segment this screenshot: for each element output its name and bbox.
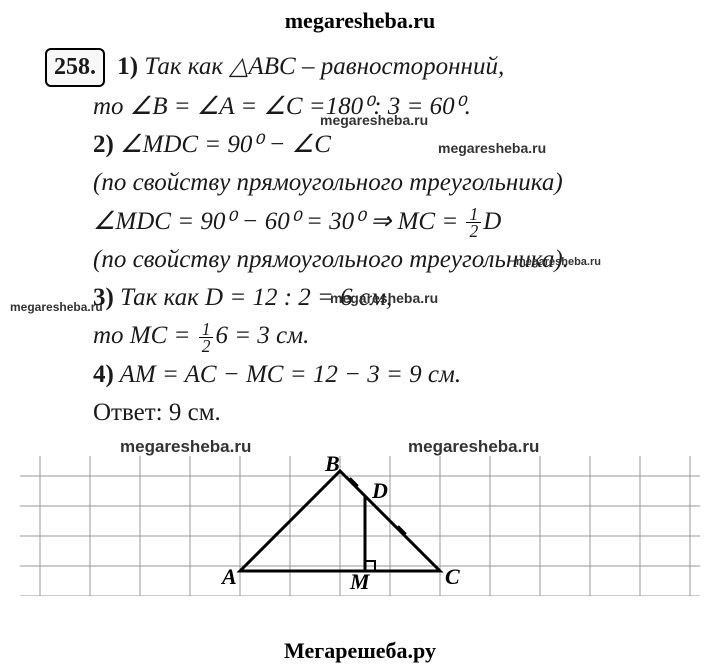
line-5a: ∠MDC = 90⁰ − 60⁰ = 30⁰ ⇒ MC = bbox=[93, 208, 464, 235]
line-2: то ∠B = ∠A = ∠C =180⁰: 3 = 60⁰. bbox=[45, 89, 675, 125]
label-C: C bbox=[445, 564, 460, 589]
step-2-num: 2) bbox=[93, 131, 114, 158]
label-D: D bbox=[371, 478, 388, 503]
line-6: (по свойству прямоугольного треугольника… bbox=[45, 242, 675, 278]
line-3: 2) ∠MDC = 90⁰ − ∠C bbox=[45, 127, 675, 163]
line-5b: D bbox=[483, 208, 501, 235]
line-5: ∠MDC = 90⁰ − 60⁰ = 30⁰ ⇒ MC = 12D bbox=[45, 204, 675, 240]
step-1-num: 1) bbox=[117, 53, 138, 80]
line-10: Ответ: 9 см. bbox=[45, 395, 675, 431]
site-footer: Мегарешеба.ру bbox=[0, 638, 720, 664]
step-3-text: Так как D = 12 : 2 = 6 см, bbox=[114, 284, 392, 311]
site-header: megaresheba.ru bbox=[0, 0, 720, 34]
line-7: 3) Так как D = 12 : 2 = 6 см, bbox=[45, 280, 675, 316]
fraction-1: 12 bbox=[466, 206, 481, 240]
line-9: 4) AM = AC − MC = 12 − 3 = 9 см. bbox=[45, 357, 675, 393]
solution-content: 258. 1) Так как △ABC – равносторонний, т… bbox=[0, 34, 720, 431]
label-M: M bbox=[349, 569, 371, 594]
line-8a: то MC = bbox=[93, 322, 197, 349]
watermark: megaresheba.ru bbox=[120, 437, 251, 457]
line-1: 258. 1) Так как △ABC – равносторонний, bbox=[45, 48, 675, 87]
fraction-2: 12 bbox=[199, 321, 214, 355]
triangle-diagram: A B C M D bbox=[20, 456, 700, 596]
line-8: то MC = 126 = 3 см. bbox=[45, 318, 675, 354]
step-2-text: ∠MDC = 90⁰ − ∠C bbox=[114, 131, 331, 158]
label-A: A bbox=[220, 564, 237, 589]
label-B: B bbox=[324, 456, 340, 476]
line-4: (по свойству прямоугольного треугольника… bbox=[45, 165, 675, 201]
line-8b: 6 = 3 см. bbox=[215, 322, 309, 349]
problem-number-box: 258. bbox=[45, 48, 105, 87]
step-4-text: AM = AC − MC = 12 − 3 = 9 см. bbox=[114, 361, 461, 388]
step-3-num: 3) bbox=[93, 284, 114, 311]
step-1-text: Так как △ABC – равносторонний, bbox=[138, 53, 504, 80]
watermark: megaresheba.ru bbox=[408, 437, 539, 457]
step-4-num: 4) bbox=[93, 361, 114, 388]
